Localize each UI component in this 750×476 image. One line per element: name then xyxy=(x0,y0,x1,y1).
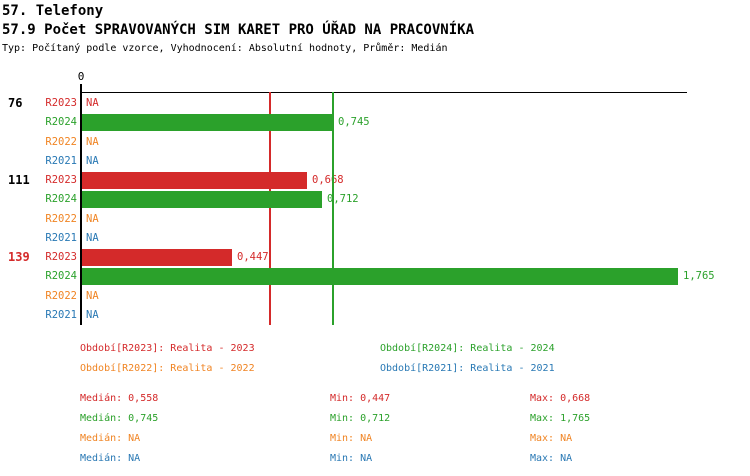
value-label: 0,447 xyxy=(237,251,269,263)
value-label: 0,712 xyxy=(327,193,359,206)
bar-r2024 xyxy=(82,268,678,286)
chart-row: R2021 NA xyxy=(0,229,750,248)
y-axis-line xyxy=(80,84,82,325)
stat-cell-median: Medián: 0,558 xyxy=(80,393,159,404)
series-label: R2024 xyxy=(45,116,77,129)
chart-row: R2022 NA xyxy=(0,287,750,306)
value-label: NA xyxy=(86,212,99,225)
value-label: NA xyxy=(86,154,99,167)
value-label: 0,745 xyxy=(338,116,370,129)
series-label: R2023 xyxy=(45,174,77,186)
series-label: R2024 xyxy=(45,193,77,206)
stat-cell-min: Min: 0,712 xyxy=(330,413,391,424)
bar-r2024 xyxy=(82,191,322,209)
chart-row: R2021 NA xyxy=(0,306,750,325)
value-label: NA xyxy=(86,308,99,321)
stat-cell-max: Max: NA xyxy=(530,453,573,464)
page-title: 57. Telefony xyxy=(2,3,104,19)
chart-row: R2022 NA xyxy=(0,210,750,229)
series-label: R2023 xyxy=(45,97,77,109)
chart-row: R2024 1,765 xyxy=(0,267,750,286)
value-label: NA xyxy=(86,231,99,244)
chart-row: R2024 0,712 xyxy=(0,190,750,209)
x-axis-line xyxy=(80,92,687,93)
stat-cell-median: Medián: NA xyxy=(80,453,141,464)
series-label: R2022 xyxy=(45,289,77,302)
series-label: R2021 xyxy=(45,231,77,244)
chart-row: R2024 0,745 xyxy=(0,113,750,132)
series-label: R2022 xyxy=(45,135,77,148)
legend-item-r2022: Období[R2022]: Realita - 2022 xyxy=(80,363,255,374)
series-label: R2023 xyxy=(45,251,77,263)
series-label: R2021 xyxy=(45,308,77,321)
group-label: 139 xyxy=(8,250,30,264)
stat-cell-min: Min: 0,447 xyxy=(330,393,391,404)
x-axis-zero-label: 0 xyxy=(77,70,85,83)
chart-row: R2023 0,668 xyxy=(0,171,750,190)
chart-row: R2023 0,447 xyxy=(0,248,750,267)
stat-cell-max: Max: 0,668 xyxy=(530,393,591,404)
chart-row: R2022 NA xyxy=(0,133,750,152)
median-line-r2023 xyxy=(269,92,271,325)
stat-cell-min: Min: NA xyxy=(330,433,373,444)
chart-row: R2023 NA xyxy=(0,94,750,113)
group-label: 111 xyxy=(8,173,30,187)
stat-cell-max: Max: NA xyxy=(530,433,573,444)
stat-cell-max: Max: 1,765 xyxy=(530,413,591,424)
median-line-r2024 xyxy=(332,92,334,325)
chart-row: R2021 NA xyxy=(0,152,750,171)
stat-cell-min: Min: NA xyxy=(330,453,373,464)
stat-cell-median: Medián: 0,745 xyxy=(80,413,159,424)
bar-chart: 0 76 R2023 NA R2024 0,745 R2022 NA R2021 NA 111 R2… xyxy=(0,70,750,332)
chart-subtitle: Typ: Počítaný podle vzorce, Vyhodnocení:… xyxy=(2,43,448,54)
legend-item-r2024: Období[R2024]: Realita - 2024 xyxy=(380,343,555,354)
stat-cell-median: Medián: NA xyxy=(80,433,141,444)
series-label: R2024 xyxy=(45,270,77,283)
bar-r2024 xyxy=(82,114,333,132)
bar-r2023 xyxy=(82,172,307,189)
chart-title: 57.9 Počet SPRAVOVANÝCH SIM KARET PRO ÚŘ… xyxy=(2,22,475,38)
legend-item-r2021: Období[R2021]: Realita - 2021 xyxy=(380,363,555,374)
series-label: R2021 xyxy=(45,154,77,167)
value-label: NA xyxy=(86,289,99,302)
value-label: 1,765 xyxy=(683,270,715,283)
series-label: R2022 xyxy=(45,212,77,225)
bar-r2023 xyxy=(82,249,232,266)
value-label: NA xyxy=(86,97,99,109)
group-label: 76 xyxy=(8,96,23,110)
legend-item-r2023: Období[R2023]: Realita - 2023 xyxy=(80,343,255,354)
value-label: 0,668 xyxy=(312,174,344,186)
value-label: NA xyxy=(86,135,99,148)
